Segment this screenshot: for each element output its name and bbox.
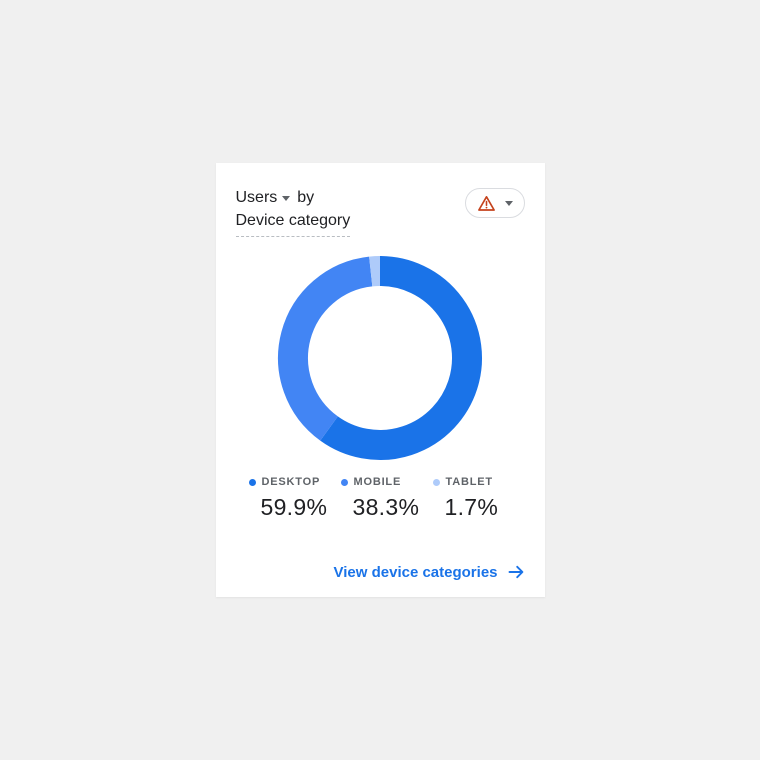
legend-item-desktop: DESKTOP 59.9% [248,476,341,521]
chart-legend: DESKTOP 59.9% MOBILE 38.3% TABLET 1.7% [248,476,525,521]
donut-segment-mobile[interactable] [278,256,373,441]
link-label: View device categories [333,563,498,581]
card-header: Users by Device category [235,186,525,237]
donut-segment-tablet[interactable] [369,256,381,287]
mobile-dot-icon [340,478,348,486]
donut-chart[interactable] [275,253,485,463]
legend-value: 59.9% [260,494,328,520]
chevron-down-icon[interactable] [282,196,291,201]
data-quality-button[interactable] [464,188,525,218]
legend-label: MOBILE [353,476,402,488]
device-category-card: Users by Device category [215,163,545,597]
legend-item-tablet: TABLET 1.7% [432,476,525,521]
legend-label: DESKTOP [261,476,321,488]
metric-selector[interactable]: Users [235,189,278,206]
legend-item-mobile: MOBILE 38.3% [340,476,433,521]
title-connector: by [297,189,315,206]
view-device-categories-link[interactable]: View device categories [334,563,525,581]
legend-value: 38.3% [352,494,420,520]
legend-label: TABLET [445,476,493,488]
chevron-down-icon [504,200,513,206]
arrow-right-icon [508,565,523,579]
card-title: Users by Device category [235,186,351,237]
donut-segment-desktop[interactable] [320,256,482,460]
tablet-dot-icon [432,478,440,486]
legend-value: 1.7% [444,494,499,520]
desktop-dot-icon [248,478,256,486]
donut-chart-area [236,253,525,463]
card-footer: View device categories [236,563,525,581]
dimension-selector[interactable]: Device category [235,209,351,237]
warning-triangle-icon [477,195,495,211]
